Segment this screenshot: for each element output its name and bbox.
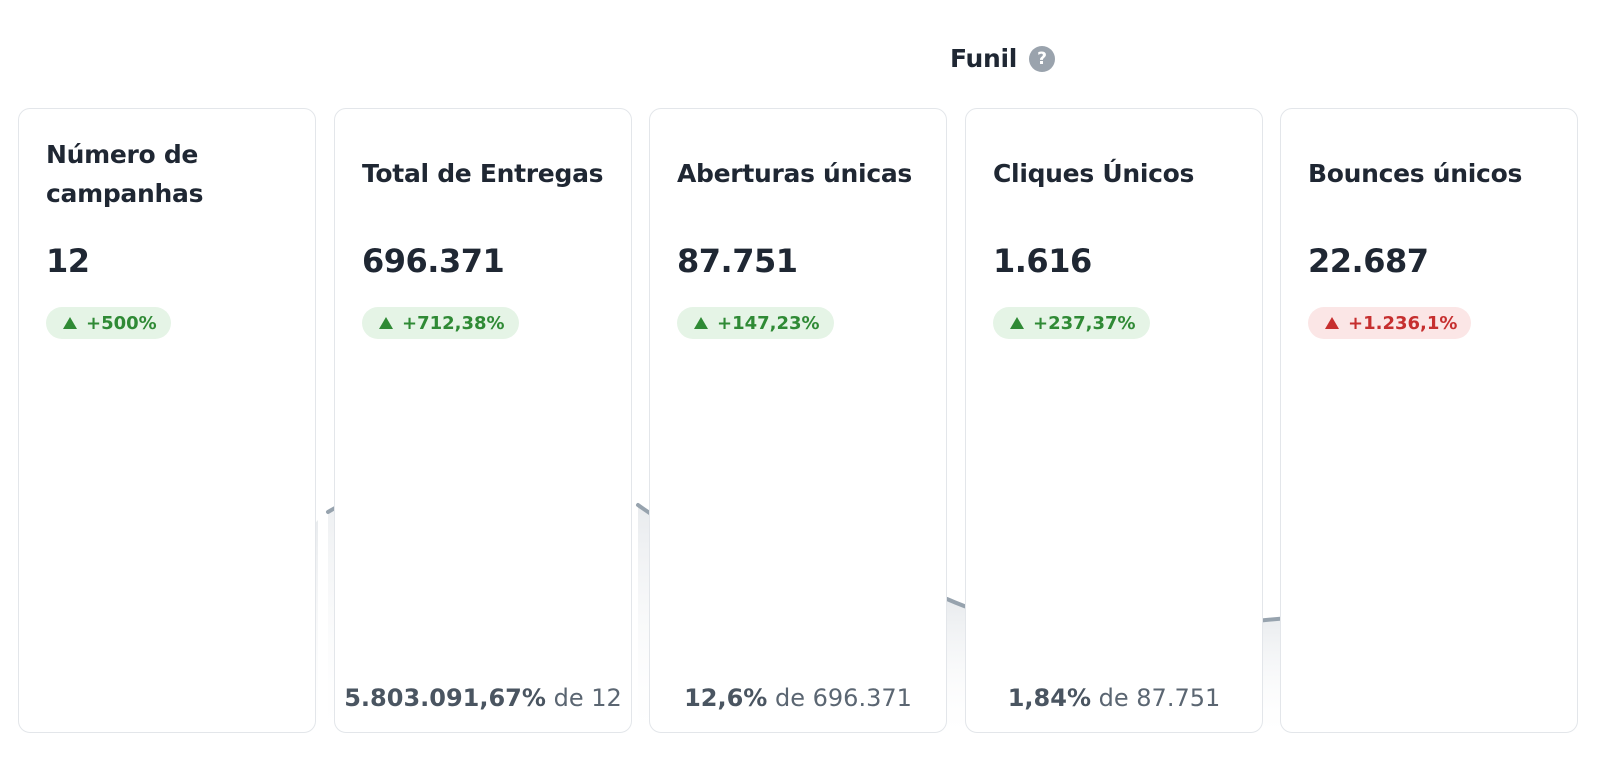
card-opens: Aberturas únicas 87.751 +147,23% 12,6% d… xyxy=(649,108,947,733)
triangle-up-icon xyxy=(694,317,708,329)
change-badge: +712,38% xyxy=(362,307,519,339)
conversion-ratio: 1,84% de 87.751 xyxy=(966,684,1262,712)
card-clicks: Cliques Únicos 1.616 +237,37% 1,84% de 8… xyxy=(965,108,1263,733)
ratio-percent: 12,6% xyxy=(684,684,768,712)
ratio-percent: 5.803.091,67% xyxy=(344,684,546,712)
card-title: Bounces únicos xyxy=(1308,159,1523,188)
change-badge: +500% xyxy=(46,307,171,339)
change-value: +712,38% xyxy=(402,312,505,334)
change-value: +237,37% xyxy=(1033,312,1136,334)
card-value: 12 xyxy=(46,242,90,280)
card-value: 22.687 xyxy=(1308,242,1429,280)
change-badge: +147,23% xyxy=(677,307,834,339)
question-circle-icon[interactable]: ? xyxy=(1029,45,1056,72)
card-title: Aberturas únicas xyxy=(677,159,912,188)
triangle-up-icon xyxy=(379,317,393,329)
change-value: +147,23% xyxy=(717,312,820,334)
funnel-header: Funil ? xyxy=(950,44,1056,73)
triangle-up-icon xyxy=(63,317,77,329)
triangle-up-icon xyxy=(1325,317,1339,329)
card-value: 696.371 xyxy=(362,242,505,280)
ratio-base: 696.371 xyxy=(812,684,912,712)
ratio-connector: de xyxy=(775,684,805,712)
change-value: +500% xyxy=(86,312,157,334)
funnel-cards: Número de campanhas 12 +500% Total de En… xyxy=(18,108,1582,735)
funnel-title: Funil xyxy=(950,44,1018,73)
change-badge: +1.236,1% xyxy=(1308,307,1472,339)
card-title: Total de Entregas xyxy=(362,159,604,188)
card-value: 87.751 xyxy=(677,242,798,280)
card-bounces: Bounces únicos 22.687 +1.236,1% xyxy=(1280,108,1578,733)
card-title: Cliques Únicos xyxy=(993,159,1195,188)
card-value: 1.616 xyxy=(993,242,1092,280)
triangle-up-icon xyxy=(1010,317,1024,329)
change-value: +1.236,1% xyxy=(1348,312,1458,334)
card-title: Número de campanhas xyxy=(46,140,204,208)
card-campaigns: Número de campanhas 12 +500% xyxy=(18,108,316,733)
ratio-connector: de xyxy=(553,684,584,712)
change-badge: +237,37% xyxy=(993,307,1150,339)
conversion-ratio: 12,6% de 696.371 xyxy=(650,684,946,712)
conversion-ratio: 5.803.091,67% de 12 xyxy=(335,684,631,712)
ratio-base: 12 xyxy=(591,684,622,712)
ratio-connector: de xyxy=(1098,684,1129,712)
ratio-percent: 1,84% xyxy=(1007,684,1091,712)
card-deliveries: Total de Entregas 696.371 +712,38% 5.803… xyxy=(334,108,632,733)
ratio-base: 87.751 xyxy=(1136,684,1221,712)
